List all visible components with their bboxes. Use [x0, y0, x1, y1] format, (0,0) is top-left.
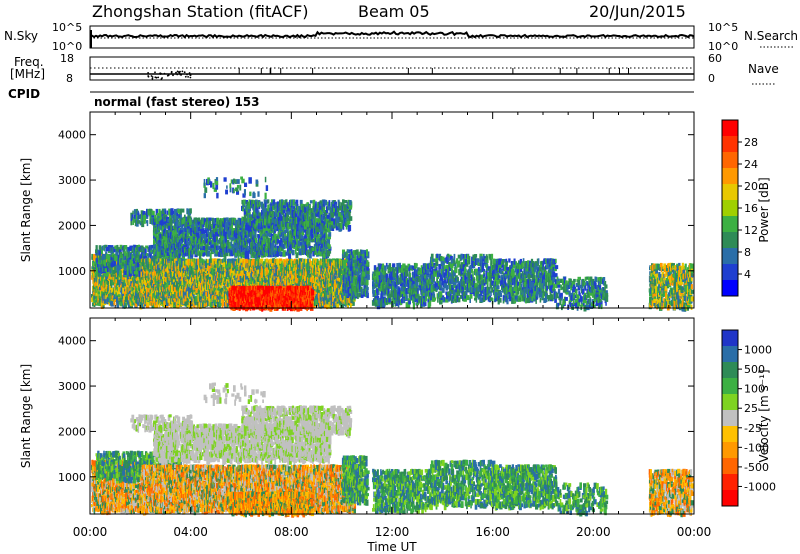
- echo-cell: [109, 266, 111, 270]
- nsearch-label: N.Search: [744, 29, 798, 43]
- freq-tick-bottom: 8: [66, 72, 73, 85]
- echo-cell: [123, 256, 125, 260]
- nave-point: [189, 74, 191, 76]
- nave-label: Nave: [748, 62, 779, 76]
- cpid-label: CPID: [8, 87, 40, 101]
- date-label: 20/Jun/2015: [589, 2, 686, 21]
- echo-cell: [124, 245, 127, 249]
- nave-point: [184, 71, 186, 73]
- cpid-value: normal (fast stereo) 153: [94, 95, 260, 109]
- echo-cell: [124, 251, 126, 256]
- nave-point: [159, 73, 161, 75]
- echo-cell: [143, 247, 145, 253]
- nsky-panel: N.Sky 10^5 10^0 10^5 10^0 N.Search: [4, 21, 798, 53]
- echo-cell: [107, 268, 109, 272]
- nave-point: [179, 72, 181, 74]
- echo-cell: [206, 259, 208, 263]
- freq-tick-top: 18: [60, 52, 74, 65]
- echo-cell: [104, 260, 106, 267]
- radar-figure: Zhongshan Station (fitACF) Beam 05 20/Ju…: [0, 0, 800, 554]
- nave-point: [152, 78, 154, 80]
- cpid-row: CPID normal (fast stereo) 153: [8, 87, 694, 109]
- nave-point: [185, 76, 187, 78]
- nave-point: [147, 72, 149, 74]
- nave-point: [182, 71, 184, 73]
- nsky-frame: [90, 26, 694, 48]
- echo-cell: [119, 271, 122, 278]
- echo-cell: [99, 245, 102, 249]
- nsky-label: N.Sky: [4, 29, 38, 43]
- nave-point: [175, 72, 177, 74]
- nave-point: [180, 74, 182, 76]
- freq-trace: [90, 68, 694, 80]
- power-data: [91, 177, 694, 312]
- nave-point: [189, 72, 191, 74]
- beam-label: Beam 05: [358, 2, 430, 21]
- nsearch-tick-top: 10^5: [708, 21, 738, 34]
- nave-tick-top: 60: [708, 52, 722, 65]
- nave-point: [176, 74, 178, 76]
- nave-point: [168, 74, 170, 76]
- nsky-trace: [90, 30, 694, 48]
- echo-cell: [95, 249, 98, 253]
- nave-point: [186, 74, 188, 76]
- nave-point: [161, 77, 163, 79]
- freq-unit: [MHz]: [10, 67, 45, 81]
- echo-cell: [110, 270, 112, 273]
- nave-point: [187, 76, 189, 78]
- echo-cell: [96, 245, 98, 250]
- nave-point: [147, 75, 149, 77]
- nave-point: [156, 77, 158, 79]
- nave-point: [190, 77, 192, 79]
- nsky-tick-top: 10^5: [52, 21, 82, 34]
- echo-cell: [130, 260, 132, 265]
- nave-point: [172, 74, 174, 76]
- nave-point: [164, 73, 166, 75]
- station-title: Zhongshan Station (fitACF): [92, 2, 309, 21]
- nave-point: [177, 71, 179, 73]
- echo-cell: [114, 245, 116, 249]
- nave-tick-bottom: 0: [708, 72, 715, 85]
- nave-point: [157, 77, 159, 79]
- echo-cell: [122, 262, 124, 266]
- nave-point: [171, 72, 173, 74]
- nsky-line: [90, 32, 694, 37]
- nave-point: [154, 71, 156, 73]
- freq-panel: Freq. [MHz] 18 8 60 0 Nave: [10, 52, 779, 85]
- nave-point: [152, 76, 154, 78]
